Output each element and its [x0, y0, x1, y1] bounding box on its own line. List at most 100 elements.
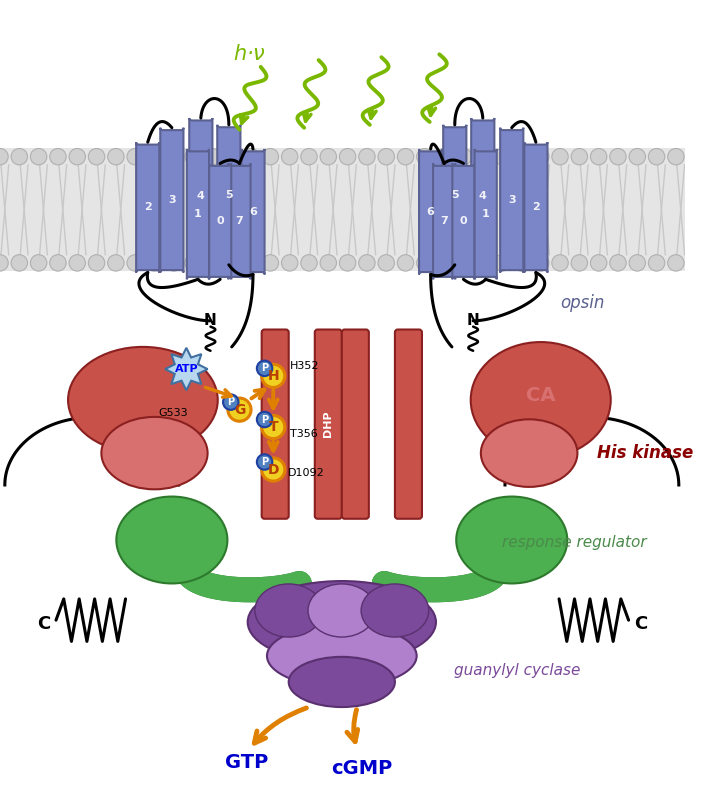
Circle shape [474, 254, 491, 271]
FancyBboxPatch shape [315, 330, 342, 518]
FancyBboxPatch shape [136, 142, 160, 273]
Circle shape [127, 254, 143, 271]
Text: CA: CA [526, 386, 555, 405]
Text: 2: 2 [144, 202, 152, 212]
Circle shape [513, 254, 530, 271]
Text: opsin: opsin [560, 294, 604, 313]
Circle shape [30, 254, 47, 271]
Ellipse shape [308, 584, 376, 637]
Circle shape [223, 149, 240, 165]
Text: P: P [227, 397, 235, 407]
Text: 7: 7 [440, 216, 448, 226]
Circle shape [185, 254, 201, 271]
Text: 6: 6 [249, 206, 257, 217]
Circle shape [378, 149, 394, 165]
Circle shape [436, 254, 452, 271]
Circle shape [571, 254, 588, 271]
Text: D: D [267, 462, 279, 477]
Circle shape [146, 254, 162, 271]
Circle shape [494, 254, 510, 271]
Circle shape [301, 149, 317, 165]
Circle shape [591, 254, 607, 271]
FancyBboxPatch shape [217, 125, 240, 265]
Circle shape [397, 149, 414, 165]
Circle shape [243, 254, 259, 271]
Circle shape [359, 254, 375, 271]
Ellipse shape [68, 347, 218, 453]
Circle shape [668, 254, 684, 271]
Circle shape [262, 364, 285, 387]
Circle shape [11, 149, 28, 165]
Circle shape [474, 149, 491, 165]
Circle shape [50, 149, 66, 165]
Circle shape [0, 149, 9, 165]
Text: 1: 1 [482, 209, 489, 219]
Polygon shape [165, 348, 208, 390]
FancyBboxPatch shape [452, 163, 474, 279]
Circle shape [320, 254, 337, 271]
Circle shape [223, 254, 240, 271]
Circle shape [301, 254, 317, 271]
Circle shape [494, 149, 510, 165]
Text: His kinase: His kinase [597, 444, 693, 462]
Circle shape [455, 149, 471, 165]
Circle shape [223, 394, 238, 410]
Circle shape [228, 398, 251, 422]
Ellipse shape [361, 584, 429, 637]
Text: ATP: ATP [174, 364, 199, 374]
Text: 4: 4 [197, 191, 205, 202]
Ellipse shape [267, 625, 417, 687]
Circle shape [571, 149, 588, 165]
Text: h·$\nu$: h·$\nu$ [233, 44, 266, 64]
Circle shape [436, 149, 452, 165]
Circle shape [185, 149, 201, 165]
Text: 5: 5 [451, 190, 459, 200]
Circle shape [166, 254, 182, 271]
Ellipse shape [456, 497, 567, 583]
FancyBboxPatch shape [342, 330, 369, 518]
Circle shape [166, 149, 182, 165]
Text: 6: 6 [427, 206, 435, 217]
Circle shape [262, 149, 279, 165]
Circle shape [262, 254, 279, 271]
FancyBboxPatch shape [187, 149, 209, 279]
Circle shape [204, 149, 220, 165]
Circle shape [532, 149, 549, 165]
FancyBboxPatch shape [262, 330, 289, 518]
Text: H352: H352 [290, 362, 319, 371]
Text: 5: 5 [225, 190, 233, 200]
Text: 2: 2 [532, 202, 540, 212]
FancyBboxPatch shape [209, 163, 231, 279]
Circle shape [262, 458, 285, 481]
Text: 3: 3 [168, 195, 176, 205]
Ellipse shape [481, 419, 577, 487]
FancyBboxPatch shape [228, 163, 250, 279]
FancyBboxPatch shape [0, 149, 685, 271]
Circle shape [532, 254, 549, 271]
Text: C: C [635, 615, 647, 633]
Circle shape [591, 149, 607, 165]
Ellipse shape [255, 584, 323, 637]
Circle shape [629, 254, 645, 271]
Ellipse shape [289, 657, 395, 707]
Circle shape [610, 254, 626, 271]
Circle shape [262, 415, 285, 438]
Text: 3: 3 [508, 195, 515, 205]
Text: G: G [234, 402, 245, 417]
Text: GTP: GTP [225, 753, 268, 771]
Circle shape [610, 149, 626, 165]
Circle shape [30, 149, 47, 165]
FancyBboxPatch shape [395, 330, 422, 518]
Circle shape [204, 254, 220, 271]
Circle shape [69, 149, 86, 165]
FancyBboxPatch shape [241, 149, 264, 274]
Text: DHP: DHP [323, 411, 333, 438]
Circle shape [69, 254, 86, 271]
Text: 0: 0 [459, 216, 467, 226]
Circle shape [552, 149, 568, 165]
Text: 4: 4 [479, 191, 486, 202]
Circle shape [257, 412, 272, 427]
Text: cGMP: cGMP [332, 759, 393, 778]
Circle shape [340, 254, 356, 271]
Circle shape [378, 254, 394, 271]
